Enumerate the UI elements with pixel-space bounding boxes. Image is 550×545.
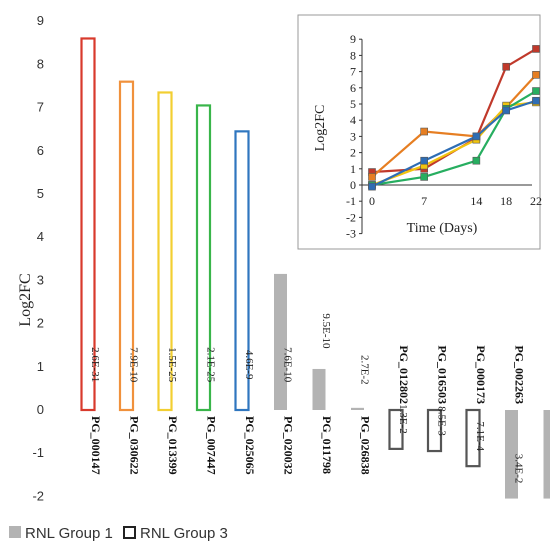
- bar: [312, 368, 326, 410]
- bar: [543, 410, 550, 499]
- y-tick-label: 8: [37, 56, 44, 71]
- gene-label: PG_013399: [166, 416, 180, 475]
- inset-data-point: [532, 45, 540, 53]
- inset-x-tick-label: 0: [369, 194, 375, 208]
- inset-x-tick-label: 7: [421, 194, 427, 208]
- y-tick-label: 5: [37, 186, 44, 201]
- inset-y-tick-label: -2: [346, 210, 356, 224]
- pvalue-label: 8.5E-3: [436, 406, 448, 436]
- inset-series-markers: [368, 45, 540, 191]
- bar: [118, 80, 135, 412]
- pvalue-label: 9.5E-10: [320, 313, 332, 349]
- inset-data-point: [502, 62, 510, 71]
- inset-y-tick-label: 4: [350, 113, 356, 127]
- inset-y-tick-label: 3: [350, 129, 356, 143]
- y-tick-label: 1: [37, 359, 44, 374]
- y-tick-label: -2: [32, 488, 44, 503]
- inset-y-tick-label: -1: [346, 194, 356, 208]
- gene-label: PG_012802: [397, 345, 411, 404]
- bar: [465, 408, 481, 468]
- inset-y-axis-label: Log2FC: [313, 105, 328, 152]
- legend-swatch-group-1: [9, 526, 21, 538]
- inset-x-tick-label: 22: [530, 194, 542, 208]
- inset-x-ticks: 0 7 14 18 22: [369, 194, 542, 208]
- pvalue-label: 7.6E-10: [282, 347, 294, 383]
- inset-y-tick-label: 5: [350, 97, 356, 111]
- inset-line-chart: Log2FC Time (Days) -3 -2 -1 0 1 2 3 4 5 6 7 8 9 0 7 14…: [297, 14, 542, 250]
- bar: [80, 37, 96, 412]
- inset-data-point: [532, 96, 540, 105]
- inset-data-point: [472, 132, 481, 141]
- inset-data-point: [502, 106, 510, 115]
- bars-group: [80, 37, 550, 499]
- bar: [234, 130, 250, 412]
- legend-label-group-1: RNL Group 1: [25, 525, 113, 542]
- gene-labels: PG_000147 PG_030622 PG_013399 PG_007447 PG_0…: [89, 345, 527, 475]
- inset-y-tick-label: 1: [350, 162, 356, 176]
- bar: [505, 410, 518, 499]
- legend-label-group-3: RNL Group 3: [140, 525, 228, 542]
- y-tick-label: -1: [32, 445, 44, 460]
- bar: [351, 407, 364, 410]
- y-tick-label: 6: [37, 143, 44, 158]
- pvalue-label: 3.4E-2: [513, 454, 525, 484]
- gene-label: PG_007447: [205, 416, 219, 475]
- inset-y-tick-label: 8: [350, 48, 356, 62]
- pvalue-label: 4.6E-9: [243, 350, 255, 380]
- inset-data-point: [420, 173, 428, 181]
- inset-data-point: [532, 71, 540, 79]
- gene-label: PG_030622: [128, 416, 142, 475]
- bar: [157, 91, 173, 412]
- gene-label: PG_016503: [436, 345, 450, 404]
- inset-x-tick-label: 14: [470, 194, 482, 208]
- y-tick-label: 9: [37, 13, 44, 28]
- inset-y-tick-label: 7: [350, 65, 356, 79]
- inset-y-tick-label: -3: [346, 227, 356, 241]
- inset-x-axis-label: Time (Days): [407, 221, 478, 236]
- pvalue-label: 1.3E-2: [397, 404, 409, 434]
- bar: [388, 408, 404, 450]
- y-tick-label: 2: [37, 316, 44, 331]
- gene-label: PG_000173: [474, 345, 488, 404]
- gene-label: PG_020032: [282, 416, 296, 475]
- y-tick-label: 0: [37, 402, 44, 417]
- inset-data-point: [472, 156, 481, 165]
- inset-frame: [297, 14, 541, 250]
- pvalue-label: 2.1E-25: [205, 347, 217, 383]
- pvalue-label: 7.9E-10: [128, 347, 140, 383]
- inset-y-tick-label: 0: [350, 178, 356, 192]
- inset-data-point: [368, 182, 376, 191]
- gene-label: PG_000147: [89, 416, 103, 475]
- pvalue-label: 7.1E-4: [474, 421, 486, 451]
- pvalue-label: 1.5E-25: [166, 347, 178, 383]
- legend-swatch-group-3: [123, 526, 136, 539]
- inset-data-point: [420, 156, 428, 165]
- inset-y-tick-label: 9: [350, 32, 356, 46]
- inset-y-tick-label: 2: [350, 146, 356, 160]
- y-tick-label: 4: [37, 229, 44, 244]
- y-axis-label: Log2FC: [17, 273, 34, 326]
- main-bar-chart: Log2FC -2 -1 0 1 2 3 4 5 6 7 8 9 PG_000147 PG_030622…: [17, 13, 550, 503]
- pvalue-label: 2.6E-31: [89, 347, 101, 382]
- inset-y-ticks: -3 -2 -1 0 1 2 3 4 5 6 7 8 9: [346, 32, 362, 241]
- bar: [426, 408, 443, 453]
- pvalue-label: 2.7E-2: [359, 355, 371, 385]
- inset-x-tick-label: 18: [500, 194, 512, 208]
- inset-data-point: [368, 173, 376, 181]
- gene-label: PG_011798: [320, 416, 334, 474]
- bar: [195, 104, 212, 412]
- inset-data-point: [420, 127, 428, 136]
- y-tick-label: 7: [37, 100, 44, 115]
- inset-data-point: [532, 87, 540, 95]
- y-axis-ticks: -2 -1 0 1 2 3 4 5 6 7 8 9: [32, 13, 44, 503]
- gene-label: PG_025065: [243, 416, 257, 475]
- gene-label: PG_026838: [359, 416, 373, 475]
- bar: [274, 273, 287, 410]
- inset-y-tick-label: 6: [350, 81, 356, 95]
- y-tick-label: 3: [37, 272, 44, 287]
- pvalue-labels: 2.6E-31 7.9E-10 1.5E-25 2.1E-25 4.6E-9 7.6E-1…: [89, 313, 525, 484]
- legend: RNL Group 1 RNL Group 3: [9, 525, 228, 542]
- gene-label: PG_002263: [513, 345, 527, 404]
